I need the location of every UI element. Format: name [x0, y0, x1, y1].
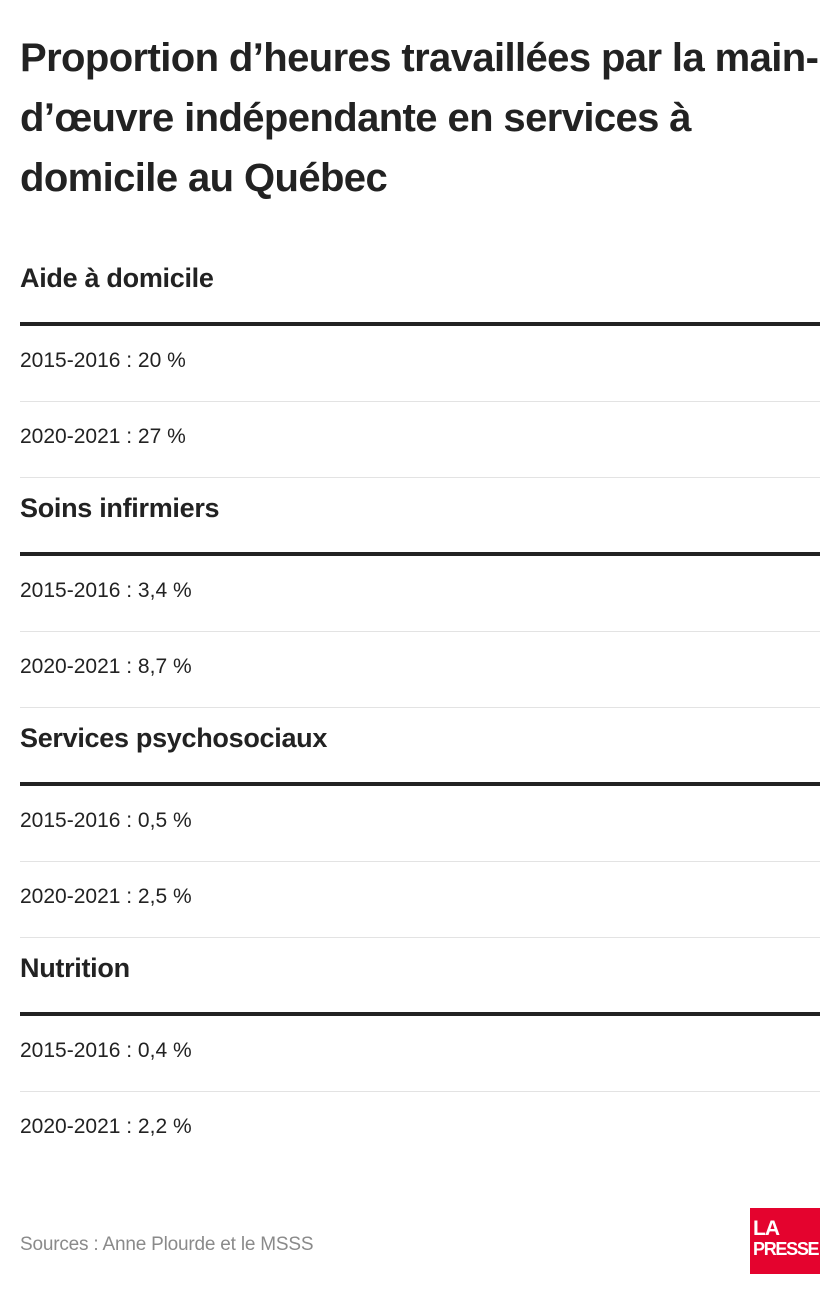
section-heading: Services psychosociaux [20, 708, 820, 786]
data-row-2015-2016: 2015-2016 : 3,4 % [20, 556, 820, 632]
la-presse-logo: LA PRESSE [750, 1208, 820, 1274]
data-row-2020-2021: 2020-2021 : 2,5 % [20, 862, 820, 938]
section-heading: Aide à domicile [20, 248, 820, 326]
section-heading: Soins infirmiers [20, 478, 820, 556]
data-row-2020-2021: 2020-2021 : 27 % [20, 402, 820, 478]
chart-page: Proportion d’heures travaillées par la m… [20, 0, 820, 1168]
data-row-2015-2016: 2015-2016 : 0,5 % [20, 786, 820, 862]
data-row-2020-2021: 2020-2021 : 2,2 % [20, 1115, 192, 1138]
logo-line-2: PRESSE [753, 1239, 820, 1259]
section-services-psychosociaux: Services psychosociaux 2015-2016 : 0,5 %… [20, 708, 820, 938]
footer: Sources : Anne Plourde et le MSSS LA PRE… [20, 1206, 820, 1274]
section-heading: Nutrition [20, 938, 820, 1016]
source-note: Sources : Anne Plourde et le MSSS [20, 1234, 314, 1255]
logo-line-1: LA [753, 1217, 780, 1240]
data-row-2015-2016: 2015-2016 : 20 % [20, 326, 820, 402]
section-aide-a-domicile: Aide à domicile 2015-2016 : 20 % 2020-20… [20, 248, 820, 478]
section-nutrition: Nutrition 2015-2016 : 0,4 % 2020-2021 : … [20, 938, 820, 1168]
section-soins-infirmiers: Soins infirmiers 2015-2016 : 3,4 % 2020-… [20, 478, 820, 708]
data-row-2015-2016: 2015-2016 : 0,4 % [20, 1016, 820, 1092]
data-sections: Aide à domicile 2015-2016 : 20 % 2020-20… [20, 248, 820, 1168]
data-row-2020-2021: 2020-2021 : 8,7 % [20, 632, 820, 708]
page-title: Proportion d’heures travaillées par la m… [20, 36, 819, 200]
